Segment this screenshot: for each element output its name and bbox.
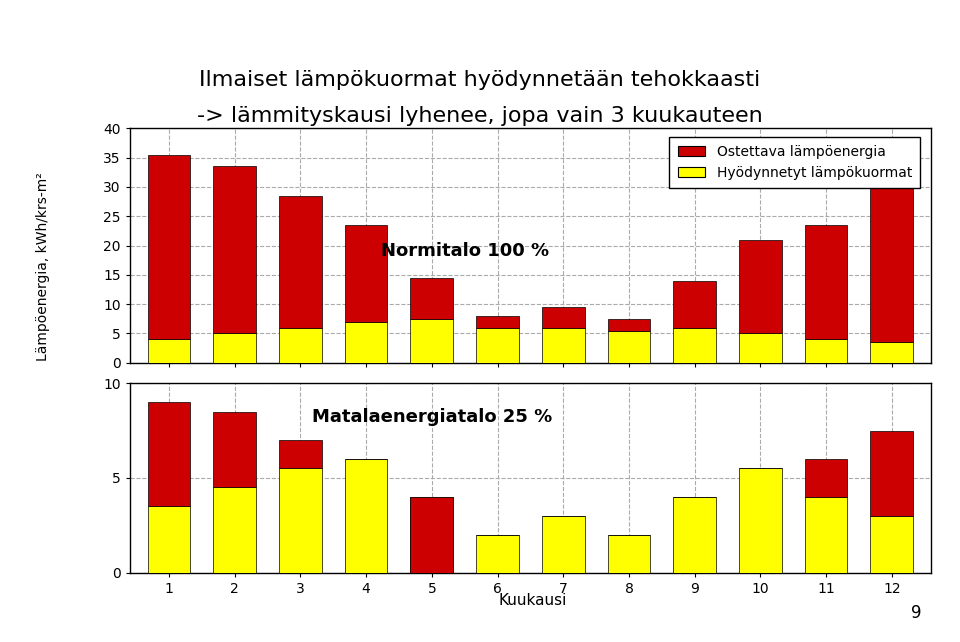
Bar xyxy=(541,327,585,363)
Bar xyxy=(411,497,453,573)
Bar xyxy=(148,339,190,363)
Text: Normitalo 100 %: Normitalo 100 % xyxy=(380,243,549,261)
Bar xyxy=(345,459,388,573)
Bar xyxy=(279,196,322,327)
Bar xyxy=(804,225,848,339)
Bar xyxy=(739,239,781,333)
Bar xyxy=(739,333,781,363)
Bar xyxy=(148,155,190,339)
Bar xyxy=(345,322,388,363)
Bar xyxy=(279,469,322,573)
Bar xyxy=(608,319,650,331)
Bar xyxy=(411,319,453,363)
Bar xyxy=(673,281,716,327)
Text: -> lämmityskausi lyhenee, jopa vain 3 kuukauteen: -> lämmityskausi lyhenee, jopa vain 3 ku… xyxy=(197,105,763,126)
Bar xyxy=(541,516,585,573)
Bar xyxy=(673,327,716,363)
Bar xyxy=(476,535,519,573)
Bar xyxy=(148,402,190,507)
Bar xyxy=(871,516,913,573)
Bar xyxy=(213,487,256,573)
Bar xyxy=(541,307,585,327)
Bar xyxy=(345,225,388,322)
Text: Kuukausi: Kuukausi xyxy=(498,593,567,608)
Bar xyxy=(213,166,256,333)
Bar xyxy=(411,497,453,573)
Bar xyxy=(213,333,256,363)
Bar xyxy=(608,331,650,363)
Bar xyxy=(279,327,322,363)
Text: Lämpöenergia, kWh/krs-m²: Lämpöenergia, kWh/krs-m² xyxy=(36,172,50,361)
Bar xyxy=(608,535,650,573)
Bar xyxy=(279,440,322,469)
Text: 9: 9 xyxy=(911,604,922,622)
Bar xyxy=(148,507,190,573)
Bar xyxy=(476,327,519,363)
Text: Matalaenergiatalo 25 %: Matalaenergiatalo 25 % xyxy=(312,408,552,426)
Bar xyxy=(871,431,913,516)
Bar xyxy=(476,316,519,327)
Bar xyxy=(804,497,848,573)
Bar xyxy=(871,184,913,342)
Bar xyxy=(213,412,256,487)
Bar xyxy=(673,497,716,573)
Text: VTT TECHNICAL RESEARCH CENTRE OF FINLAND: VTT TECHNICAL RESEARCH CENTRE OF FINLAND xyxy=(12,13,294,23)
Text: Ilmaiset lämpökuormat hyödynnetään tehokkaasti: Ilmaiset lämpökuormat hyödynnetään tehok… xyxy=(200,70,760,91)
Bar xyxy=(739,469,781,573)
Bar xyxy=(804,339,848,363)
Legend: Ostettava lämpöenergia, Hyödynnetyt lämpökuormat: Ostettava lämpöenergia, Hyödynnetyt lämp… xyxy=(669,137,921,188)
Bar xyxy=(411,278,453,319)
Bar xyxy=(871,342,913,363)
Bar xyxy=(804,459,848,497)
